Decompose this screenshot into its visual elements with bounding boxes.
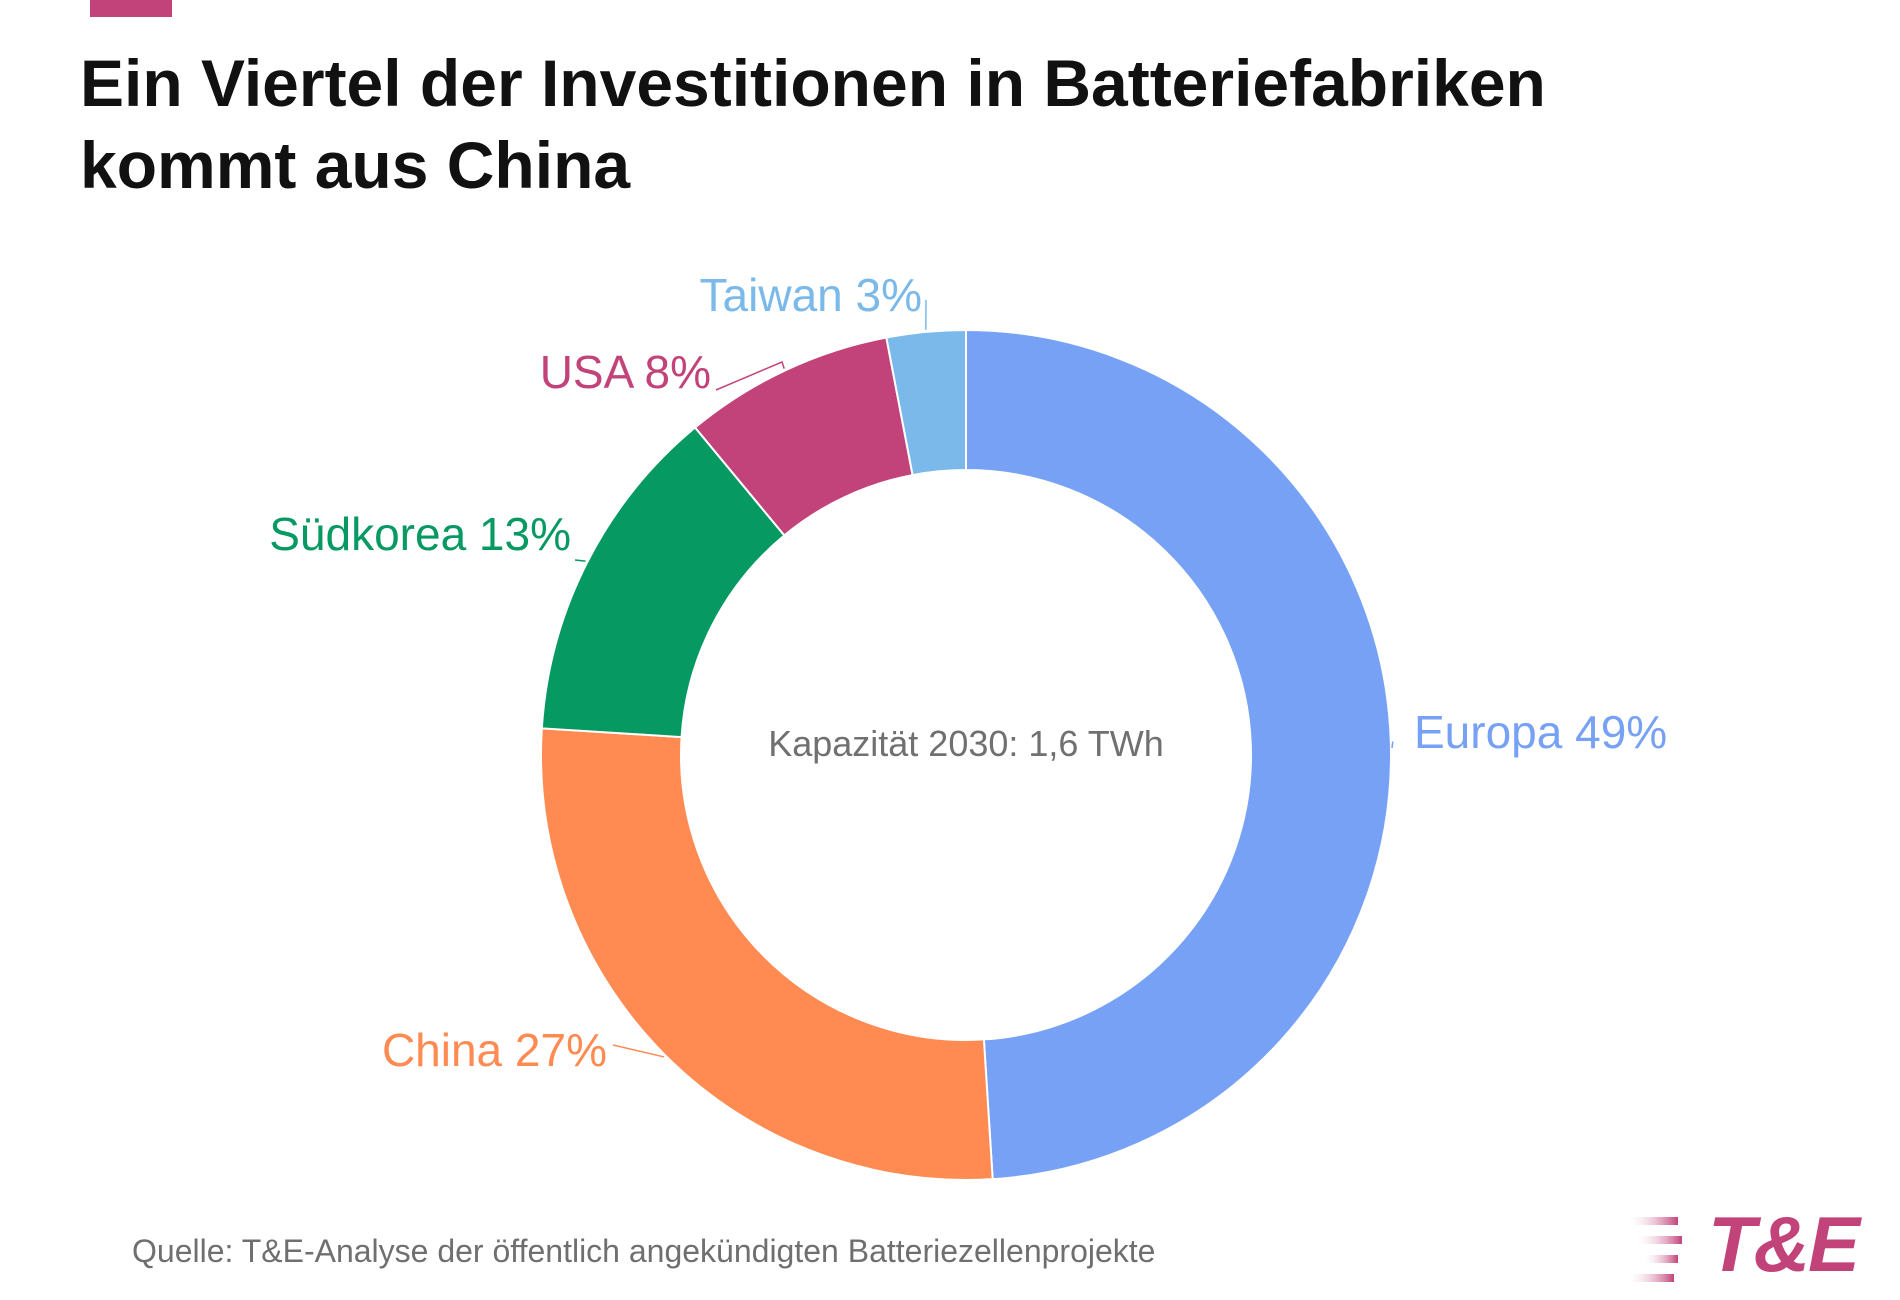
slice-label-südkorea: Südkorea 13% bbox=[269, 508, 571, 560]
leader-line-china bbox=[612, 1044, 665, 1058]
page-title: Ein Viertel der Investitionen in Batteri… bbox=[80, 42, 1780, 206]
chart-slices bbox=[540, 328, 1392, 1181]
slice-label-china: China 27% bbox=[382, 1024, 607, 1076]
source-note: Quelle: T&E-Analyse der öffentlich angek… bbox=[132, 1233, 1156, 1269]
slice-labels: Europa 49% China 27% Südkorea 13% USA 8% Tai… bbox=[269, 269, 1667, 1076]
slice-label-taiwan: Taiwan 3% bbox=[700, 269, 922, 321]
slice-europa bbox=[965, 328, 1392, 1181]
logo-stripes-icon bbox=[1628, 1217, 1682, 1282]
slice-label-europa: Europa 49% bbox=[1414, 706, 1667, 758]
slice-label-usa: USA 8% bbox=[540, 346, 711, 398]
te-logo: T&E bbox=[1628, 1200, 1868, 1288]
slice-china bbox=[540, 727, 994, 1181]
leader-line-usa bbox=[715, 360, 785, 391]
title-line-1: Ein Viertel der Investitionen in Batteri… bbox=[80, 46, 1546, 120]
label-leader-lines bbox=[574, 299, 1394, 1058]
center-label: Kapazität 2030: 1,6 TWh bbox=[768, 723, 1164, 764]
slice-taiwan bbox=[885, 328, 967, 477]
logo-text: T&E bbox=[1708, 1200, 1860, 1288]
accent-bar bbox=[90, 0, 172, 17]
title-line-2: kommt aus China bbox=[80, 128, 631, 202]
leader-line-südkorea bbox=[574, 559, 586, 562]
leader-line-europa bbox=[1391, 741, 1394, 749]
